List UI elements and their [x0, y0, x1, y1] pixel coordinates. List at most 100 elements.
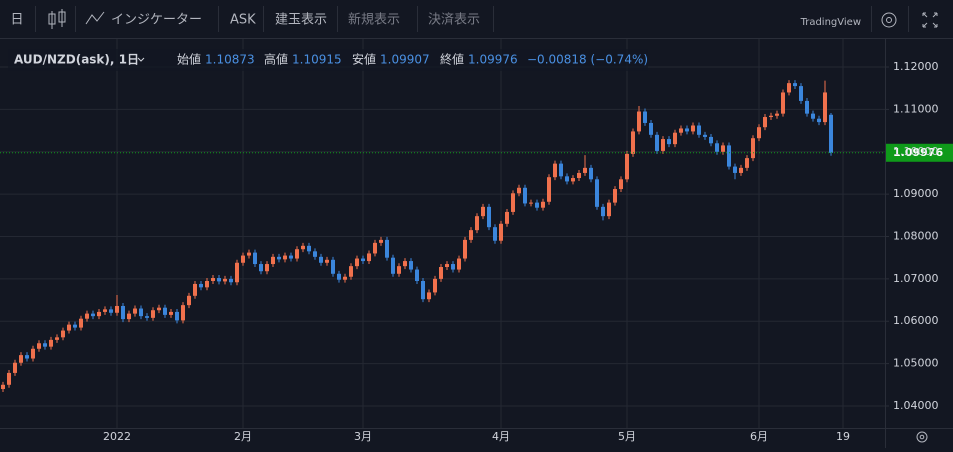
candle-body: [349, 266, 353, 277]
x-tick-label: 4月: [492, 430, 510, 443]
candle-body: [271, 256, 275, 265]
y-tick-label: 1.08000: [893, 230, 939, 243]
candle-body: [13, 362, 17, 373]
position-button[interactable]: 建玉表示: [275, 13, 327, 28]
candle-body: [391, 257, 395, 274]
candle-body: [457, 258, 461, 270]
candle-body: [451, 264, 455, 270]
candle-body: [607, 202, 611, 217]
candle-body: [505, 211, 509, 224]
open-value: 1.10873: [205, 53, 255, 67]
candle-body: [379, 239, 383, 243]
candle-body: [565, 176, 569, 182]
candle-body: [301, 245, 305, 250]
y-tick-label: 1.06000: [893, 314, 939, 327]
candle-body: [85, 313, 89, 319]
candle-body: [769, 115, 773, 118]
candle-body: [421, 280, 425, 300]
candle-body: [217, 278, 221, 282]
candle-body: [277, 256, 281, 260]
interval-button[interactable]: 日: [10, 13, 23, 28]
candle-body: [337, 273, 341, 280]
settings-icon[interactable]: [881, 12, 897, 28]
candle-body: [463, 239, 467, 259]
fullscreen-icon[interactable]: [922, 12, 938, 28]
candle-body: [829, 114, 833, 153]
settlement-button[interactable]: 決済表示: [428, 12, 480, 28]
candle-body: [253, 252, 257, 265]
candle-body: [781, 92, 785, 114]
new-order-button[interactable]: 新規表示: [348, 12, 400, 28]
candle-body: [73, 324, 77, 328]
candle-body: [487, 206, 491, 228]
symbol[interactable]: AUD/NZD(ask), 1日: [14, 53, 139, 67]
candle-body: [187, 295, 191, 306]
candle-body: [139, 308, 143, 317]
candle-body: [397, 266, 401, 274]
candle-body: [1, 384, 5, 390]
candle-body: [691, 125, 695, 132]
candle-body: [199, 283, 203, 288]
indicator-icon[interactable]: [85, 11, 105, 25]
candle-body: [109, 309, 113, 313]
candle-body: [259, 264, 263, 272]
candle-body: [673, 132, 677, 145]
candle-body: [571, 178, 575, 182]
x-tick-label: 6月: [750, 430, 768, 443]
chart-style-icon[interactable]: [48, 9, 66, 29]
candle-body: [19, 355, 23, 363]
candle-body: [811, 113, 815, 119]
last-price-box: [886, 143, 953, 162]
candle-body: [319, 256, 323, 263]
candle-body: [523, 187, 527, 204]
y-tick-label: 1.05000: [893, 357, 939, 370]
candle-body: [157, 307, 161, 311]
candle-body: [763, 117, 767, 128]
candle-body: [295, 249, 299, 259]
ask-button[interactable]: ASK: [230, 13, 256, 28]
candle-body: [25, 355, 29, 359]
candle-body: [55, 337, 59, 340]
candle-body: [619, 179, 623, 190]
candle-body: [469, 230, 473, 240]
candle-body: [475, 216, 479, 231]
candle-body: [325, 259, 329, 263]
x-tick-label: 19: [836, 430, 850, 443]
candle-body: [703, 134, 707, 137]
candle-body: [409, 261, 413, 270]
candle-body: [67, 324, 71, 331]
candle-body: [223, 278, 227, 282]
y-tick-label: 1.12000: [893, 60, 939, 73]
candle-body: [697, 125, 701, 135]
x-tick-label: 2月: [234, 430, 252, 443]
candle-body: [181, 305, 185, 321]
candle-body: [535, 202, 539, 208]
candle-body: [91, 313, 95, 317]
candle-body: [577, 172, 581, 179]
candle-body: [493, 227, 497, 241]
y-tick-label: 1.04000: [893, 399, 939, 412]
candle-body: [667, 139, 671, 145]
candle-body: [733, 166, 737, 173]
candle-body: [715, 143, 719, 152]
indicators-button[interactable]: インジケーター: [111, 13, 202, 28]
candle-body: [163, 307, 167, 315]
y-tick-label: 1.10000: [893, 145, 939, 158]
x-tick-label: 2022: [103, 430, 131, 443]
candle-body: [403, 261, 407, 267]
candle-body: [37, 343, 41, 349]
candle-body: [331, 259, 335, 274]
candle-body: [511, 193, 515, 212]
last-price-label: 1.09976: [893, 146, 943, 159]
candle-body: [211, 278, 215, 281]
candle-body: [547, 177, 551, 202]
candle-body: [517, 187, 521, 194]
candle-body: [43, 343, 47, 347]
candle-body: [265, 264, 269, 272]
interval-dropdown[interactable]: [137, 57, 145, 62]
candle-body: [727, 145, 731, 167]
axis-settings-icon[interactable]: [916, 431, 928, 443]
candle-body: [433, 278, 437, 293]
candle-body: [241, 255, 245, 263]
candle-body: [559, 163, 563, 177]
